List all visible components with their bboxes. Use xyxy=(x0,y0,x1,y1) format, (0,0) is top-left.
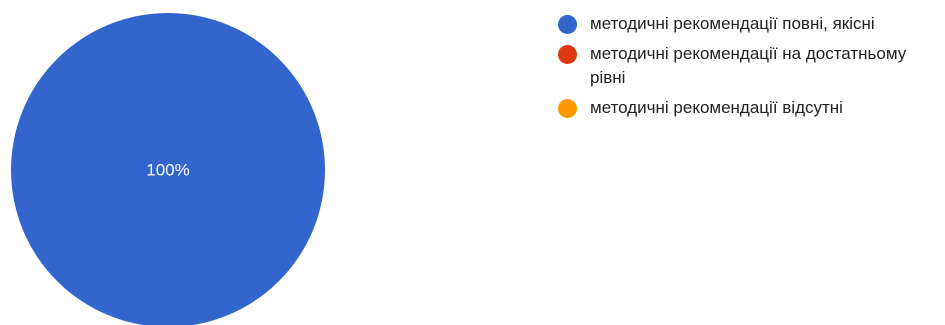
legend-item-sufficient-level[interactable]: методичні рекомендації на достатньому рі… xyxy=(558,42,938,90)
legend-swatch-red xyxy=(558,45,577,64)
pie-slice-label-0: 100% xyxy=(146,161,189,180)
legend-label: методичні рекомендації відсутні xyxy=(590,98,843,117)
legend-swatch-blue xyxy=(558,15,577,34)
legend-item-absent[interactable]: методичні рекомендації відсутні xyxy=(558,96,938,120)
legend-swatch-orange xyxy=(558,99,577,118)
legend-item-full-quality[interactable]: методичні рекомендації повні, якісні xyxy=(558,12,938,36)
pie-slice-0[interactable] xyxy=(11,13,325,325)
legend-label: методичні рекомендації на достатньому рі… xyxy=(590,44,907,87)
legend: методичні рекомендації повні, якісні мет… xyxy=(558,12,938,126)
legend-label: методичні рекомендації повні, якісні xyxy=(590,14,875,33)
